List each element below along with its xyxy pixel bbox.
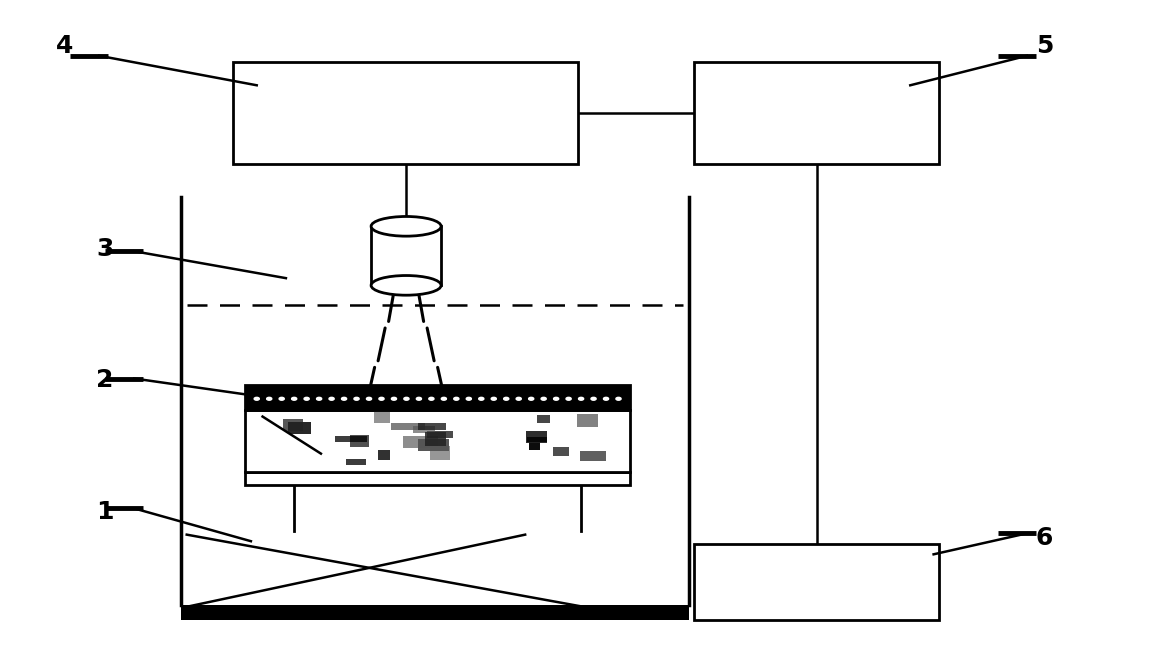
Circle shape bbox=[467, 398, 471, 400]
Circle shape bbox=[404, 398, 408, 400]
Bar bbox=[288, 422, 310, 434]
Circle shape bbox=[478, 398, 484, 400]
Bar bbox=[694, 544, 939, 620]
Circle shape bbox=[579, 398, 584, 400]
Bar bbox=[335, 436, 368, 442]
Bar bbox=[181, 605, 689, 620]
Circle shape bbox=[254, 398, 259, 400]
Circle shape bbox=[266, 398, 272, 400]
Bar bbox=[425, 432, 446, 446]
Circle shape bbox=[292, 398, 296, 400]
Bar bbox=[553, 447, 568, 456]
Bar bbox=[378, 450, 390, 459]
Circle shape bbox=[354, 398, 359, 400]
Text: 2: 2 bbox=[97, 369, 113, 392]
Bar bbox=[245, 385, 630, 410]
Circle shape bbox=[305, 398, 309, 400]
Bar bbox=[526, 437, 547, 442]
Circle shape bbox=[553, 398, 559, 400]
Circle shape bbox=[454, 398, 459, 400]
Circle shape bbox=[591, 398, 596, 400]
Circle shape bbox=[342, 398, 347, 400]
Circle shape bbox=[491, 398, 496, 400]
Circle shape bbox=[366, 398, 371, 400]
Bar bbox=[404, 436, 438, 449]
Circle shape bbox=[504, 398, 509, 400]
Circle shape bbox=[316, 398, 322, 400]
Text: 1: 1 bbox=[97, 500, 113, 523]
Circle shape bbox=[329, 398, 334, 400]
Bar bbox=[245, 385, 630, 410]
Bar bbox=[391, 422, 425, 430]
Circle shape bbox=[379, 398, 384, 400]
Bar bbox=[413, 426, 435, 432]
Circle shape bbox=[279, 398, 285, 400]
Circle shape bbox=[441, 398, 447, 400]
Circle shape bbox=[516, 398, 522, 400]
Bar bbox=[350, 436, 369, 447]
Bar bbox=[347, 459, 366, 464]
Text: 5: 5 bbox=[1036, 34, 1053, 58]
Circle shape bbox=[603, 398, 609, 400]
Bar bbox=[580, 451, 606, 461]
Circle shape bbox=[428, 398, 434, 400]
Bar bbox=[418, 423, 446, 430]
Circle shape bbox=[566, 398, 571, 400]
Bar bbox=[418, 439, 449, 451]
Bar bbox=[576, 415, 598, 427]
Bar bbox=[427, 431, 454, 438]
Ellipse shape bbox=[371, 216, 441, 236]
Bar bbox=[245, 472, 630, 485]
Bar bbox=[529, 442, 540, 450]
Bar bbox=[282, 419, 303, 431]
Text: 6: 6 bbox=[1036, 526, 1053, 550]
Bar bbox=[245, 410, 630, 472]
Bar bbox=[373, 411, 390, 423]
Text: 4: 4 bbox=[56, 34, 72, 58]
Circle shape bbox=[616, 398, 621, 400]
Bar bbox=[694, 62, 939, 164]
Bar bbox=[431, 446, 450, 461]
Bar bbox=[233, 62, 578, 164]
Bar bbox=[526, 431, 547, 443]
Circle shape bbox=[541, 398, 546, 400]
Circle shape bbox=[417, 398, 421, 400]
Ellipse shape bbox=[371, 276, 441, 295]
Circle shape bbox=[391, 398, 397, 400]
Bar bbox=[537, 415, 550, 422]
Circle shape bbox=[529, 398, 533, 400]
Bar bbox=[371, 226, 441, 285]
Text: 3: 3 bbox=[97, 237, 113, 261]
